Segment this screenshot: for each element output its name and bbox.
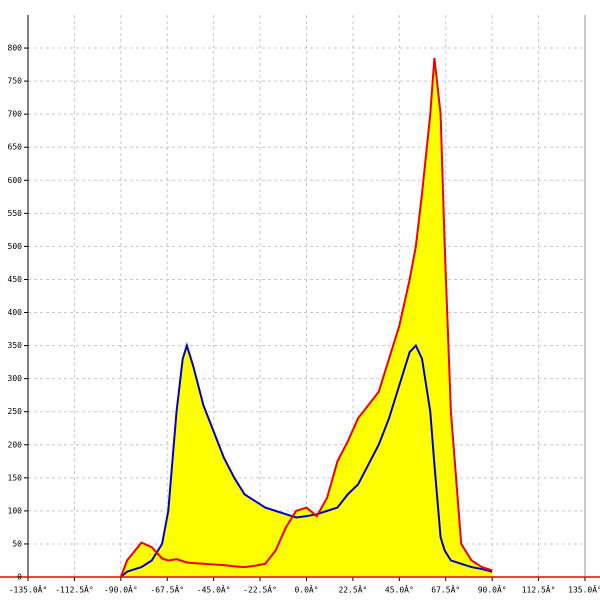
lines: [119, 57, 493, 578]
x-tick-label: -112.5Â°: [55, 584, 94, 595]
x-tick-label: 0.0Â°: [294, 584, 318, 595]
x-tick-label: 45.0Â°: [385, 584, 414, 595]
y-tick-label: 150: [8, 473, 23, 482]
labels: 0 50 100 150 200 250 300 350 400 450 500 550 600 650 7…: [8, 44, 600, 595]
x-tick-label: 22.5Â°: [338, 584, 367, 595]
area-fill: [120, 57, 493, 578]
y-tick-label: 300: [8, 374, 23, 383]
y-tick-label: 500: [8, 242, 23, 251]
x-tick-label: 67.5Â°: [431, 584, 460, 595]
y-tick-label: 650: [8, 143, 23, 152]
x-tick-label: 90.0Â°: [478, 584, 507, 595]
y-tick-label: 750: [8, 77, 23, 86]
series-line: [119, 57, 493, 578]
y-tick-label: 550: [8, 209, 23, 218]
y-tick-label: 50: [12, 539, 22, 548]
y-tick-label: 700: [8, 110, 23, 119]
x-tick-label: -67.5Â°: [150, 584, 184, 595]
x-tick-label: 112.5Â°: [522, 584, 556, 595]
x-tick-label: -135.0Â°: [9, 584, 48, 595]
y-tick-label: 800: [8, 44, 23, 53]
x-tick-label: -45.0Â°: [197, 584, 231, 595]
y-tick-label: 200: [8, 440, 23, 449]
x-tick-label: 135.0Â°: [568, 584, 600, 595]
areas: [120, 57, 493, 578]
series-line: [120, 342, 493, 578]
y-tick-label: 0: [17, 573, 22, 582]
x-tick-label: -90.0Â°: [104, 584, 138, 595]
y-tick-label: 350: [8, 341, 23, 350]
y-tick-label: 600: [8, 176, 23, 185]
y-tick-label: 100: [8, 506, 23, 515]
y-tick-label: 450: [8, 275, 23, 284]
y-tick-label: 250: [8, 407, 23, 416]
y-tick-label: 400: [8, 308, 23, 317]
x-tick-label: -22.5Â°: [243, 584, 277, 595]
grid: [24, 15, 586, 581]
